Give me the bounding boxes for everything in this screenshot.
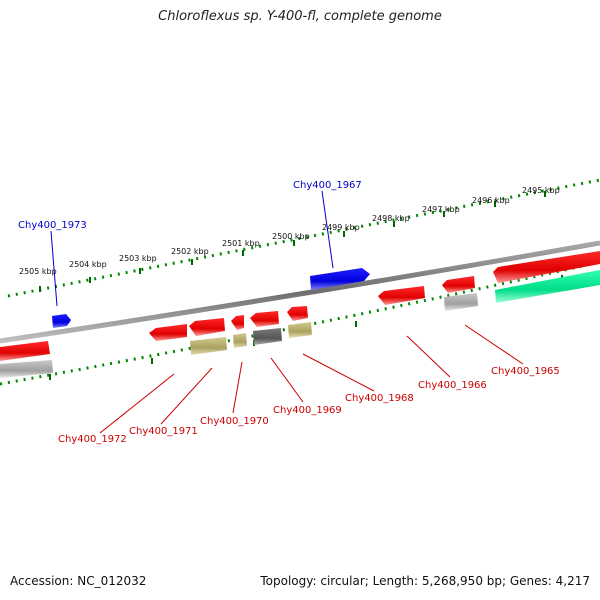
gene-chy400-1973[interactable] bbox=[52, 314, 71, 328]
tick-label: 2504 kbp bbox=[69, 260, 107, 269]
cds-chy400-1971[interactable] bbox=[190, 337, 227, 355]
gene-label-chy400-1971[interactable]: Chy400_1971 bbox=[129, 426, 198, 437]
gene-label-chy400-1972[interactable]: Chy400_1972 bbox=[58, 434, 127, 445]
genome-title: Chloroflexus sp. Y-400-fl, complete geno… bbox=[158, 9, 442, 24]
gene-chy400-1969[interactable] bbox=[250, 311, 279, 327]
accession-text: Accession: NC_012032 bbox=[10, 574, 147, 588]
tick-label: 2505 kbp bbox=[19, 267, 57, 276]
gene-label-chy400-1969[interactable]: Chy400_1969 bbox=[273, 405, 342, 416]
gene-label-chy400-1965[interactable]: Chy400_1965 bbox=[491, 366, 560, 377]
genome-backbone bbox=[0, 240, 600, 344]
cds-right-edge-green[interactable] bbox=[495, 270, 600, 303]
gene-chy400-1965[interactable] bbox=[442, 276, 475, 293]
cds-chy400-1969[interactable] bbox=[253, 328, 282, 345]
gene-chy400-1968[interactable] bbox=[287, 306, 308, 321]
label-leaders bbox=[50, 190, 524, 434]
tick-label: 2503 kbp bbox=[119, 254, 157, 263]
tick-label: 2501 kbp bbox=[222, 239, 260, 248]
tick-label: 2500 kbp bbox=[272, 232, 310, 241]
cds-chy400-1970[interactable] bbox=[233, 333, 247, 348]
gene-label-chy400-1970[interactable]: Chy400_1970 bbox=[200, 416, 269, 427]
cds-features bbox=[0, 270, 600, 378]
upper-ruler-ticks bbox=[39, 191, 546, 292]
gene-label-chy400-1966[interactable]: Chy400_1966 bbox=[418, 380, 487, 391]
gene-right-edge-red[interactable] bbox=[493, 251, 600, 283]
gene-labels: Chy400_1973 Chy400_1967 Chy400_1972 Chy4… bbox=[18, 180, 560, 445]
tick-label: 2502 kbp bbox=[171, 247, 209, 256]
gene-chy400-1971[interactable] bbox=[189, 318, 225, 336]
cds-left-edge-gray[interactable] bbox=[0, 360, 53, 378]
cds-chy400-1965[interactable] bbox=[444, 293, 478, 311]
tick-label: 2497 kbp bbox=[422, 205, 460, 214]
reverse-genes bbox=[0, 251, 600, 361]
upper-ruler-labels: 2505 kbp 2504 kbp 2503 kbp 2502 kbp 2501… bbox=[19, 186, 560, 276]
gene-chy400-1967[interactable] bbox=[310, 268, 370, 290]
tick-label: 2495 kbp bbox=[522, 186, 560, 195]
gene-chy400-1966[interactable] bbox=[378, 286, 425, 305]
cds-chy400-1968[interactable] bbox=[288, 322, 312, 338]
gene-label-chy400-1967[interactable]: Chy400_1967 bbox=[293, 180, 362, 191]
gene-label-chy400-1968[interactable]: Chy400_1968 bbox=[345, 393, 414, 404]
tick-label: 2496 kbp bbox=[472, 196, 510, 205]
tick-label: 2498 kbp bbox=[372, 214, 410, 223]
forward-genes bbox=[52, 268, 370, 328]
gene-label-chy400-1973[interactable]: Chy400_1973 bbox=[18, 220, 87, 231]
tick-label: 2499 kbp bbox=[322, 223, 360, 232]
gene-chy400-1970[interactable] bbox=[231, 315, 244, 330]
gene-left-edge-red[interactable] bbox=[0, 341, 50, 361]
gene-chy400-1972[interactable] bbox=[149, 324, 187, 341]
genome-summary-text: Topology: circular; Length: 5,268,950 bp… bbox=[260, 574, 590, 588]
